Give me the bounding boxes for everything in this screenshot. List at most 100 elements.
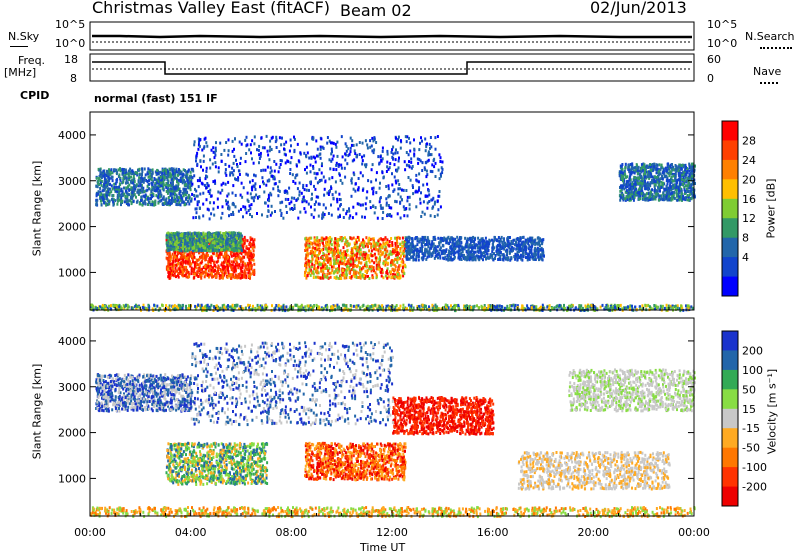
echo-cell [305,236,308,240]
echo-cell [174,173,177,177]
echo-cell [122,180,125,184]
echo-cell [363,258,365,262]
echo-cell [660,194,663,198]
echo-cell [445,237,448,241]
echo-cell [417,258,420,262]
echo-cell [177,173,179,177]
echo-cell [531,244,534,248]
echo-cell [142,180,145,184]
echo-cell [182,194,185,198]
echo-cell [325,244,328,248]
echo-cell [395,275,398,279]
echo-cell [677,167,680,171]
echo-cell [336,237,339,241]
echo-cell [320,248,323,252]
echo-cell [681,171,684,175]
echo-cell [422,240,424,244]
echo-cell [410,248,413,252]
echo-cell [207,240,210,244]
echo-cell [396,249,399,253]
echo-cell [185,202,188,206]
echo-cell [318,238,321,242]
echo-cell [481,240,484,244]
echo-cell [202,248,205,252]
echo-cell [675,191,678,195]
echo-cell [434,244,437,248]
echo-cell [665,175,668,179]
echo-cell [229,234,232,238]
echo-cell [653,197,656,201]
echo-cell [367,245,369,249]
echo-cell [218,253,221,256]
echo-cell [428,254,431,258]
echo-cell [108,202,111,206]
echo-cell [168,255,171,259]
echo-cell [365,256,368,260]
echo-cell [320,267,323,271]
echo-cell [486,252,489,256]
echo-cell [157,186,160,190]
echo-cell [335,269,338,273]
echo-cell [442,251,445,255]
echo-cell [322,261,325,265]
echo-cell [673,179,676,183]
echo-cell [407,235,410,239]
echo-cell [397,235,400,239]
echo-cell [528,244,531,248]
echo-cell [327,246,330,250]
echo-cell [346,265,349,268]
echo-cell [471,257,474,261]
echo-cell [188,185,191,189]
echo-cell [171,262,174,266]
echo-cell [491,238,493,242]
echo-cell [125,172,128,176]
echo-cell [506,253,508,257]
echo-cell [481,245,484,249]
nsearch-dotted-key [760,47,792,49]
echo-cell [350,275,353,279]
echo-cell [186,256,188,260]
echo-cell [478,255,480,259]
echo-cell [455,242,458,246]
echo-cell [499,258,502,261]
echo-cell [206,245,209,249]
echo-cell [190,269,193,273]
echo-cell [124,196,127,200]
echo-cell [316,243,318,247]
echo-cell [140,173,143,177]
echo-cell [536,248,539,252]
echo-cell [241,273,244,277]
echo-cell [374,256,377,260]
echo-cell [411,240,414,244]
echo-cell [457,251,460,255]
echo-cell [476,245,479,249]
echo-cell [383,237,386,241]
echo-cell [683,172,686,176]
echo-cell [364,253,367,257]
echo-cell [165,242,168,246]
echo-cell [512,247,515,251]
echo-cell [406,250,409,254]
echo-cell [188,254,191,258]
echo-cell [253,268,256,272]
echo-cell [180,240,183,243]
echo-cell [211,273,214,277]
echo-cell [100,180,103,183]
echo-cell [168,183,171,187]
echo-cell [474,250,477,254]
echo-cell [100,192,103,196]
echo-cell [343,242,346,246]
echo-cell [155,178,158,182]
echo-cell [219,250,221,254]
echo-cell [179,169,182,173]
echo-cell [218,255,221,259]
echo-cell [360,267,363,271]
echo-cell [350,251,353,255]
echo-cell [405,249,407,253]
echo-cell [387,256,390,260]
echo-cell [325,247,328,251]
echo-cell [373,252,376,256]
echo-cell [124,168,127,172]
echo-cell [368,241,371,245]
echo-cell [131,181,134,185]
